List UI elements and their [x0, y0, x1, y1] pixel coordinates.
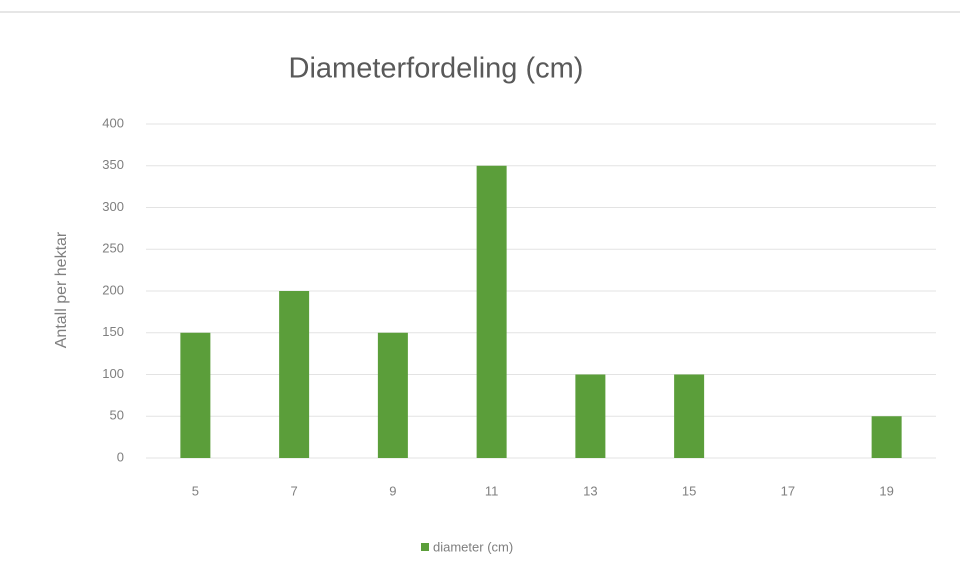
x-tick-label: 19: [879, 483, 893, 498]
y-tick-label: 50: [110, 408, 124, 423]
y-tick-label: 250: [102, 241, 124, 256]
legend-label: diameter (cm): [433, 539, 513, 554]
y-tick-label: 200: [102, 282, 124, 297]
y-axis-label: Antall per hektar: [53, 231, 70, 348]
y-tick-label: 400: [102, 115, 124, 130]
y-tick-label: 350: [102, 157, 124, 172]
x-tick-label: 17: [781, 483, 795, 498]
x-tick-label: 11: [485, 483, 499, 498]
bar: [871, 416, 902, 458]
bar: [180, 332, 211, 458]
bar: [476, 165, 507, 458]
y-tick-label: 100: [102, 366, 124, 381]
bar: [377, 332, 408, 458]
legend-swatch: [421, 543, 429, 551]
x-tick-label: 5: [192, 483, 199, 498]
bar: [674, 374, 705, 458]
x-tick-label: 9: [389, 483, 396, 498]
bar: [279, 291, 310, 458]
bar: [575, 374, 606, 458]
x-tick-label: 7: [291, 483, 298, 498]
x-tick-label: 15: [682, 483, 696, 498]
y-tick-label: 150: [102, 324, 124, 339]
x-tick-label: 13: [583, 483, 597, 498]
y-tick-label: 0: [117, 449, 124, 464]
y-tick-label: 300: [102, 199, 124, 214]
chart-title: Diameterfordeling (cm): [289, 53, 584, 85]
